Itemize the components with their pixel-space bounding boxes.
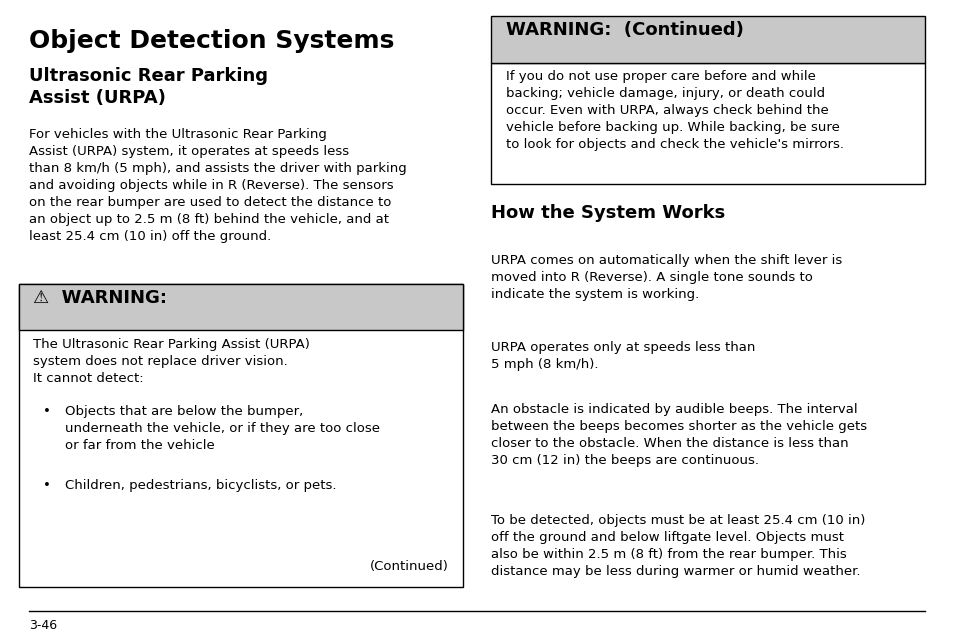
Text: Object Detection Systems: Object Detection Systems bbox=[29, 29, 394, 53]
FancyBboxPatch shape bbox=[19, 284, 462, 330]
Text: •: • bbox=[43, 478, 51, 491]
Text: Ultrasonic Rear Parking
Assist (URPA): Ultrasonic Rear Parking Assist (URPA) bbox=[29, 67, 268, 107]
Text: To be detected, objects must be at least 25.4 cm (10 in)
off the ground and belo: To be detected, objects must be at least… bbox=[491, 514, 864, 578]
Text: An obstacle is indicated by audible beeps. The interval
between the beeps become: An obstacle is indicated by audible beep… bbox=[491, 403, 866, 467]
Text: ⚠  WARNING:: ⚠ WARNING: bbox=[33, 289, 167, 307]
FancyBboxPatch shape bbox=[19, 284, 462, 587]
Text: (Continued): (Continued) bbox=[369, 560, 448, 573]
FancyBboxPatch shape bbox=[491, 63, 924, 184]
Text: If you do not use proper care before and while
backing; vehicle damage, injury, : If you do not use proper care before and… bbox=[505, 70, 842, 151]
Text: Children, pedestrians, bicyclists, or pets.: Children, pedestrians, bicyclists, or pe… bbox=[65, 478, 336, 491]
Text: 3-46: 3-46 bbox=[29, 619, 56, 632]
Text: URPA operates only at speeds less than
5 mph (8 km/h).: URPA operates only at speeds less than 5… bbox=[491, 341, 755, 371]
Text: •: • bbox=[43, 405, 51, 418]
Text: For vehicles with the Ultrasonic Rear Parking
Assist (URPA) system, it operates : For vehicles with the Ultrasonic Rear Pa… bbox=[29, 128, 406, 242]
Text: How the System Works: How the System Works bbox=[491, 204, 725, 222]
Text: The Ultrasonic Rear Parking Assist (URPA)
system does not replace driver vision.: The Ultrasonic Rear Parking Assist (URPA… bbox=[33, 338, 310, 385]
Text: WARNING:  (Continued): WARNING: (Continued) bbox=[505, 21, 742, 39]
Text: URPA comes on automatically when the shift lever is
moved into R (Reverse). A si: URPA comes on automatically when the shi… bbox=[491, 254, 841, 301]
FancyBboxPatch shape bbox=[491, 16, 924, 63]
Text: Objects that are below the bumper,
underneath the vehicle, or if they are too cl: Objects that are below the bumper, under… bbox=[65, 405, 379, 452]
